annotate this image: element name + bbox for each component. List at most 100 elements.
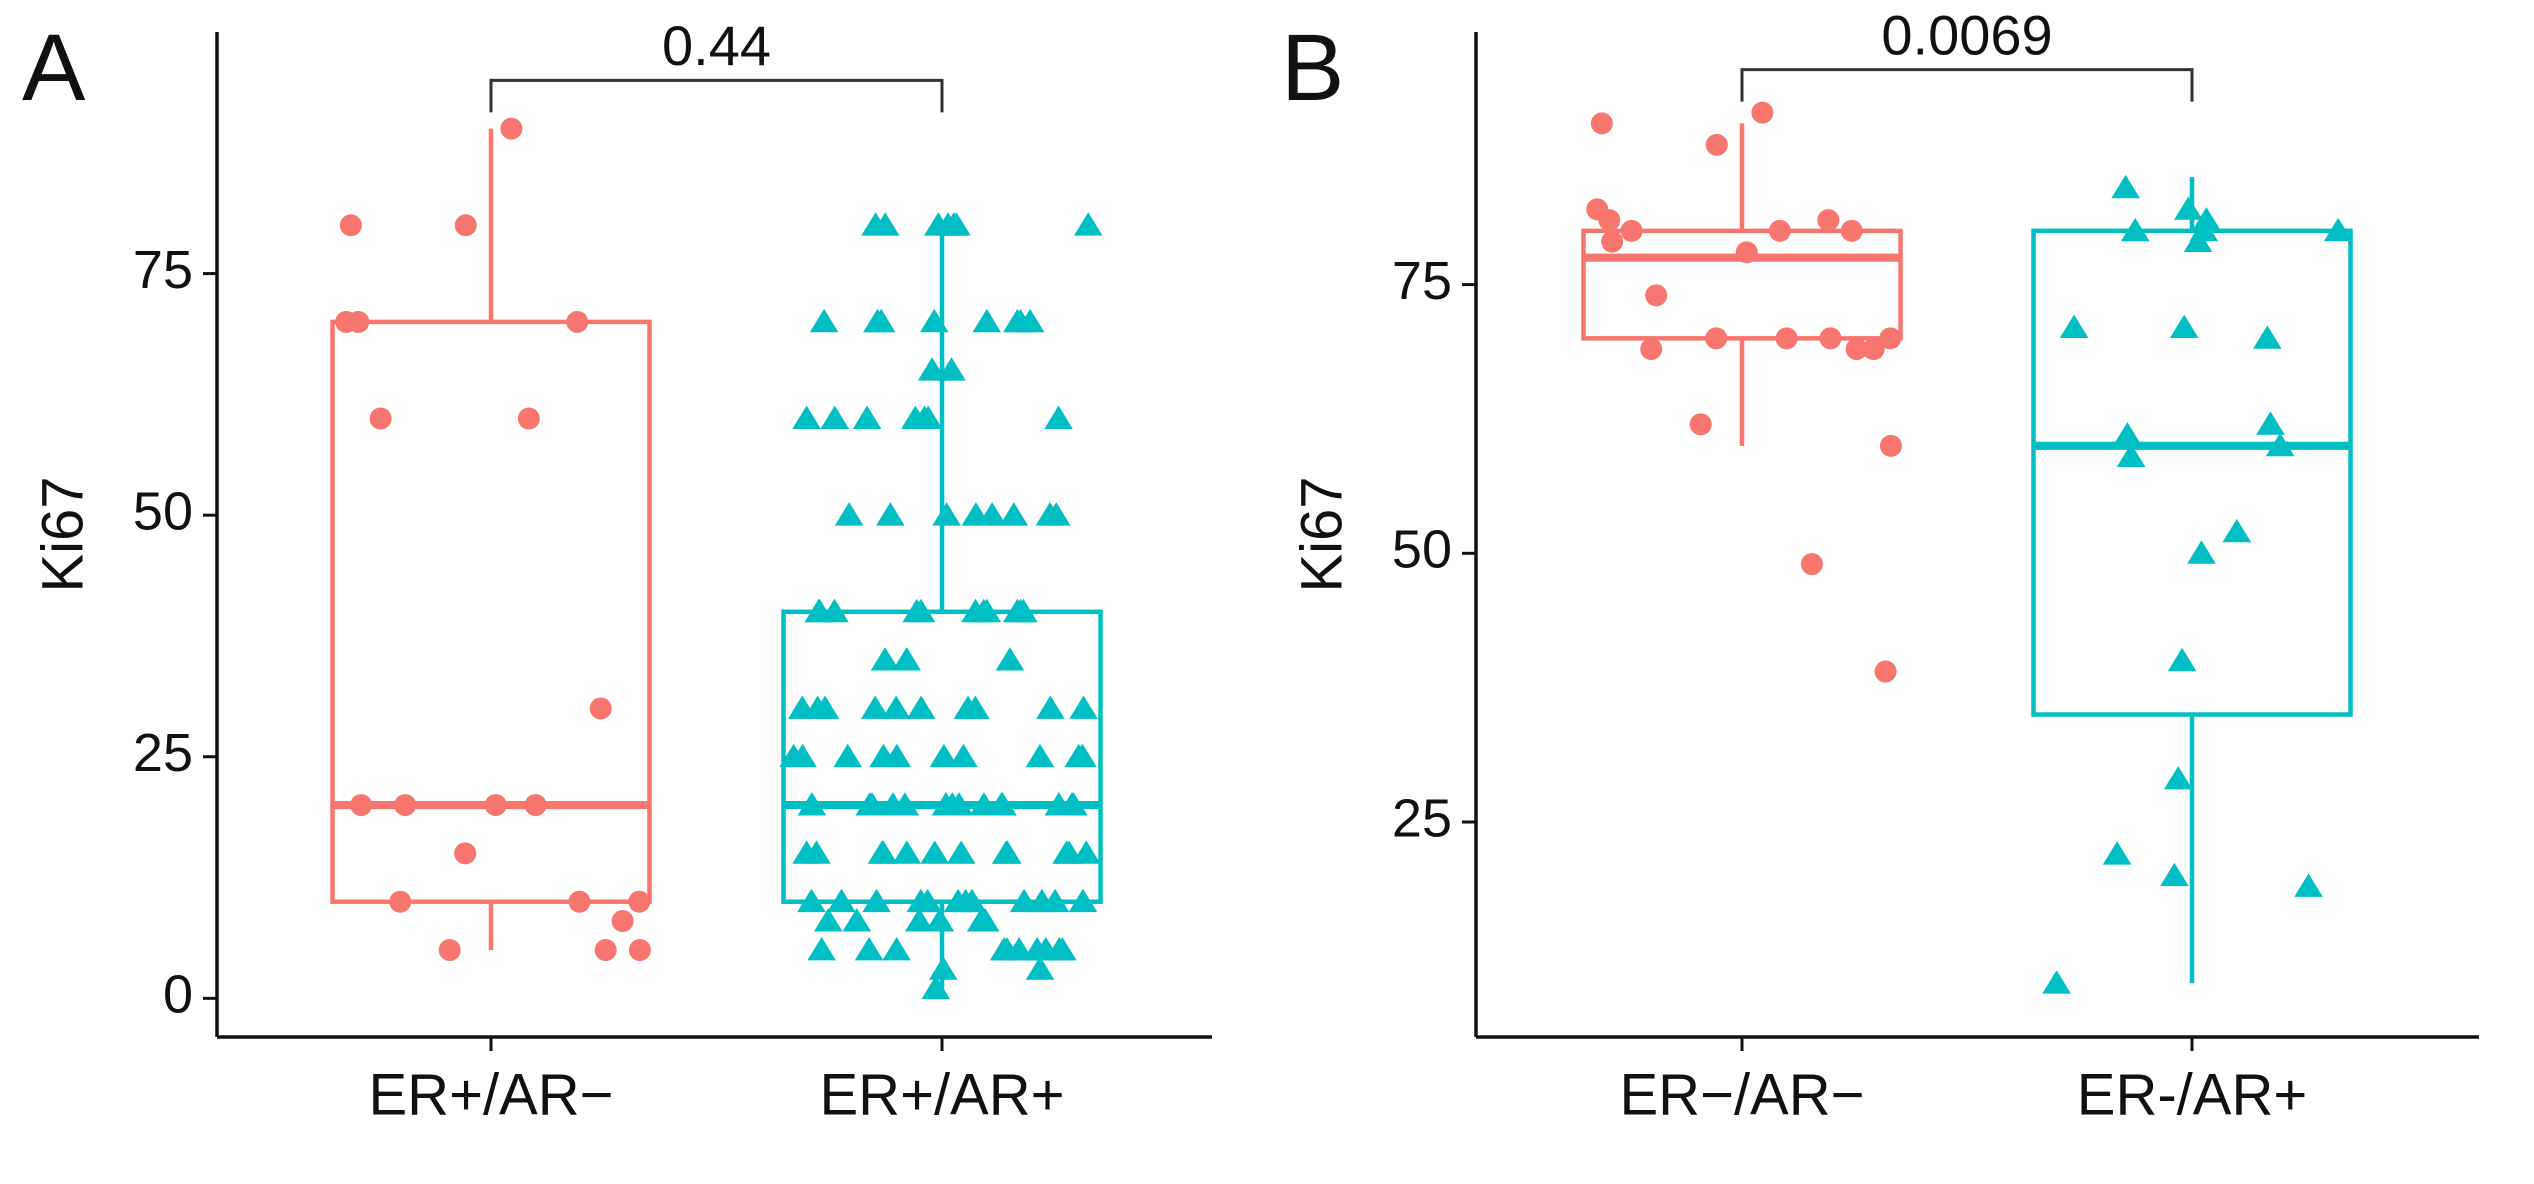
point [988, 792, 1017, 816]
point [809, 308, 839, 333]
point [454, 842, 477, 865]
point [870, 212, 900, 236]
point [1048, 937, 1077, 961]
comparison-bracket [1740, 68, 2194, 102]
point [594, 939, 617, 962]
point [1817, 209, 1840, 232]
point [1059, 792, 1088, 816]
point [1027, 888, 1057, 913]
point [868, 840, 898, 864]
point [347, 310, 370, 333]
point [938, 792, 967, 816]
point [369, 407, 392, 430]
point [1044, 405, 1073, 429]
point [2102, 841, 2132, 865]
point [2116, 443, 2146, 467]
point [339, 214, 362, 237]
point [906, 598, 936, 623]
point [882, 937, 911, 961]
point [977, 502, 1007, 526]
point [1840, 219, 1863, 242]
point [932, 502, 961, 526]
point [992, 840, 1022, 864]
y-tick-label: 75 [133, 240, 193, 300]
point [611, 910, 634, 933]
point [833, 743, 863, 768]
point [1874, 660, 1897, 683]
point [1025, 956, 1055, 980]
point [904, 908, 934, 932]
point [2111, 174, 2140, 199]
point [970, 908, 1000, 932]
point [1705, 327, 1728, 350]
point [2222, 518, 2252, 543]
point [389, 890, 412, 913]
point [860, 695, 890, 719]
point [2323, 217, 2353, 242]
point [813, 908, 843, 932]
point [568, 890, 591, 913]
point [1069, 695, 1098, 719]
point [919, 308, 949, 333]
point [1620, 219, 1643, 242]
point [2163, 766, 2193, 790]
point [1025, 743, 1055, 768]
point [920, 840, 950, 864]
y-axis-title: Ki67 [30, 476, 95, 592]
point [1041, 502, 1071, 526]
point [787, 695, 817, 719]
y-tick-label: 75 [1392, 251, 1452, 311]
point [921, 975, 951, 1000]
point [933, 212, 963, 236]
point [2183, 228, 2213, 252]
point [2120, 217, 2150, 242]
point [925, 908, 955, 932]
point [804, 598, 834, 623]
comparison-label: 0.0069 [1881, 3, 2052, 66]
y-tick-label: 25 [133, 723, 193, 783]
point [1004, 937, 1034, 961]
point [810, 695, 840, 719]
point [2059, 314, 2089, 338]
point [807, 937, 836, 961]
y-tick-label: 0 [163, 965, 193, 1025]
point [1705, 133, 1728, 156]
point [999, 502, 1029, 526]
point [937, 357, 966, 381]
comparison-bracket [489, 78, 944, 113]
point [792, 405, 821, 429]
point [1751, 101, 1774, 124]
point [1071, 840, 1101, 864]
point [1003, 598, 1032, 623]
point [862, 888, 891, 913]
point [2160, 862, 2189, 887]
point [792, 840, 821, 864]
point [1590, 112, 1613, 135]
point [1052, 840, 1081, 864]
point [1775, 327, 1798, 350]
point [1768, 219, 1791, 242]
point [1068, 888, 1098, 913]
point [946, 840, 976, 864]
point [866, 308, 896, 333]
y-tick-label: 50 [1392, 520, 1452, 580]
point [876, 502, 905, 526]
point [892, 647, 921, 671]
point [890, 792, 920, 816]
point [2187, 540, 2216, 564]
point [1640, 338, 1663, 361]
comparison-label: 0.44 [662, 14, 771, 77]
y-tick-label: 50 [133, 481, 193, 541]
point [854, 937, 884, 961]
point [484, 794, 507, 817]
point [827, 888, 856, 913]
point [855, 792, 885, 816]
point [2256, 411, 2285, 435]
point [1689, 413, 1712, 436]
x-tick-label: ER−/AR− [1620, 1062, 1865, 1127]
point [517, 407, 540, 430]
point [852, 405, 882, 429]
point [438, 939, 461, 962]
